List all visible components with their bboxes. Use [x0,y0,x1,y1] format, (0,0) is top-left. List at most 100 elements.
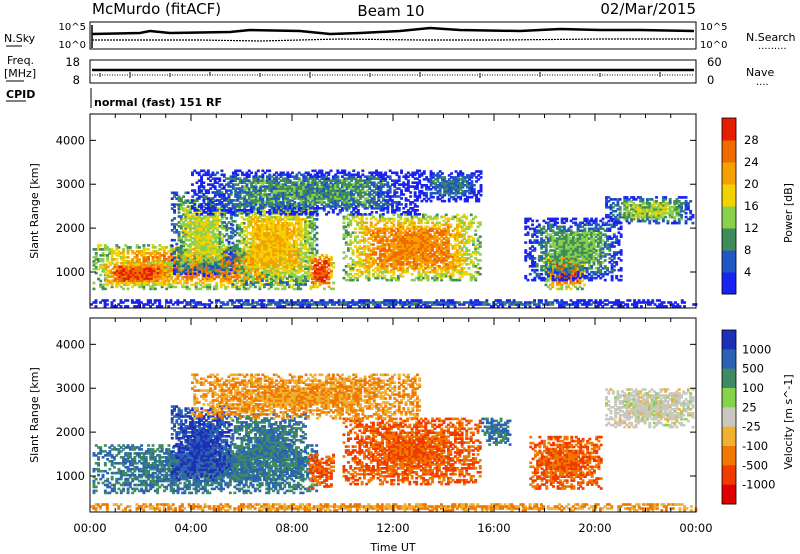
data-cell [175,262,179,266]
data-cell [200,177,203,180]
data-cell [240,283,244,287]
data-cell [209,227,213,230]
data-cell [292,239,296,243]
data-cell [227,199,231,202]
data-cell [270,259,273,263]
data-cell [412,261,416,264]
data-cell [265,273,269,276]
data-cell [247,237,251,241]
data-cell [220,221,224,224]
data-cell [229,264,233,268]
data-cell [136,273,140,276]
data-cell [306,273,310,276]
data-cell [176,273,180,277]
data-cell [211,268,215,272]
data-cell [376,274,380,278]
data-cell [288,255,292,259]
data-cell [211,260,215,264]
data-cell [318,275,322,279]
data-cell [156,259,160,263]
data-cell [472,274,475,278]
data-cell [462,251,466,254]
data-cell [272,249,276,253]
data-cell [276,218,280,221]
data-cell [467,241,471,244]
data-cell [236,193,240,196]
data-cell [251,233,255,237]
data-cell [206,171,210,175]
data-cell [156,283,160,286]
data-cell [243,191,247,194]
data-cell [193,240,197,244]
data-cell [453,227,457,231]
data-cell [191,199,194,202]
data-cell [292,269,296,273]
data-cell [247,225,251,229]
data-cell [285,200,289,203]
data-cell [408,219,412,223]
data-cell [227,189,231,192]
data-cell [218,238,222,242]
data-cell [267,225,271,229]
data-cell [469,213,473,217]
data-cell [358,245,362,248]
data-cell [274,259,278,263]
data-cell [243,189,247,192]
data-cell [283,233,287,237]
data-cell [247,209,251,212]
data-cell [142,285,146,289]
data-cell [220,238,224,242]
data-cell [281,267,285,270]
data-cell [460,215,464,219]
data-cell [344,231,348,234]
data-cell [214,238,217,242]
data-cell [424,241,428,244]
data-cell [304,235,307,239]
data-cell [169,267,173,271]
data-cell [168,271,172,274]
data-cell [288,269,291,273]
data-cell [415,257,419,260]
data-cell [476,237,480,240]
data-cell [419,249,423,252]
data-cell [202,221,206,224]
data-cell [419,251,423,254]
data-cell [299,257,303,261]
data-cell [125,277,128,280]
data-cell [236,183,240,186]
data-cell [258,231,262,235]
data-cell [313,223,317,227]
data-cell [179,207,183,210]
data-cell [227,207,231,210]
data-cell [223,203,226,206]
data-cell [186,217,190,220]
data-cell [311,258,315,261]
data-cell [408,229,412,232]
data-cell [309,258,313,261]
data-cell [143,273,147,276]
data-cell [297,216,301,219]
data-cell [265,235,269,239]
data-cell [243,205,247,208]
data-cell [327,285,331,289]
data-cell [219,273,223,277]
freq-tick-bottom: 8 [73,73,80,87]
data-cell [417,255,421,258]
data-cell [412,233,416,236]
data-cell [272,259,276,263]
data-cell [367,249,371,252]
data-cell [360,227,364,231]
data-cell [258,233,262,237]
data-cell [238,201,242,204]
data-cell [240,277,244,280]
data-cell [227,272,231,275]
data-cell [216,236,220,240]
data-cell [320,277,324,281]
data-cell [387,245,391,248]
data-cell [265,204,269,207]
data-cell [194,283,198,287]
data-cell [378,241,382,244]
data-cell [422,215,425,219]
data-cell [147,259,150,263]
data-cell [254,214,257,217]
